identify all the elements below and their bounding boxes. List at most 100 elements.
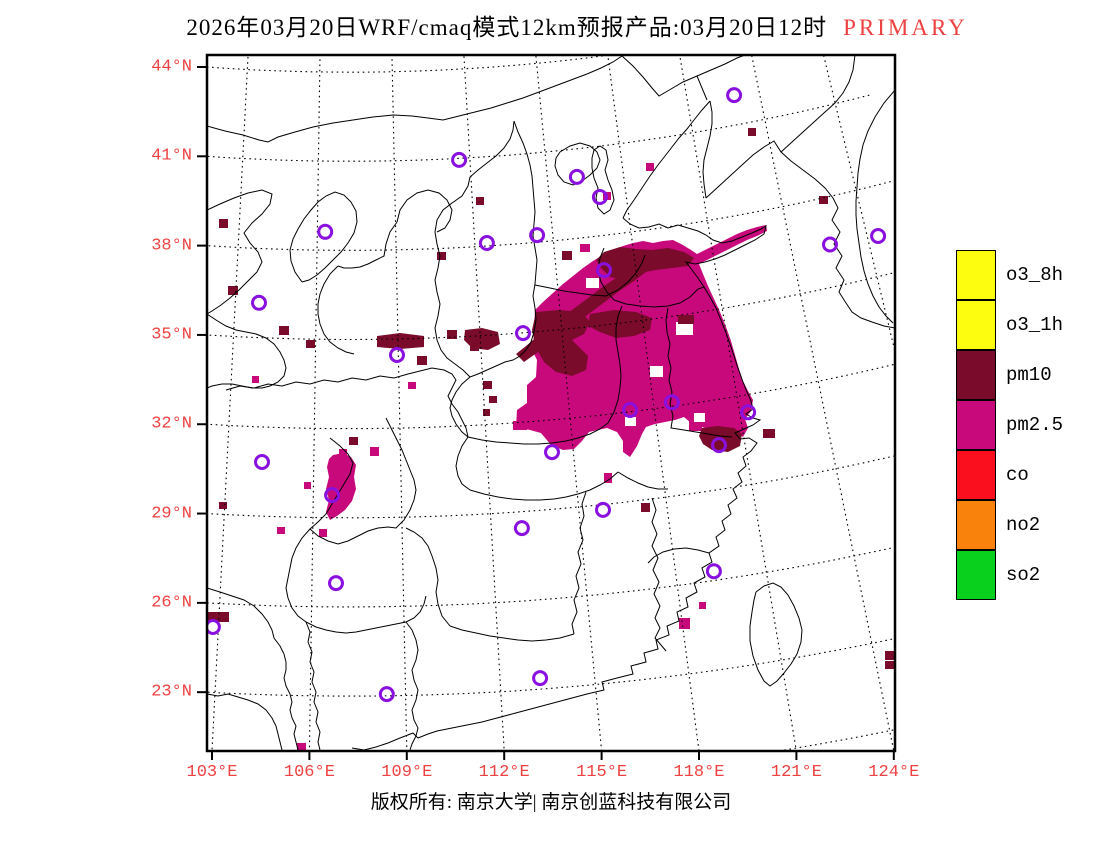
lon-label: 124°E xyxy=(868,763,920,782)
province-boundary xyxy=(607,305,623,424)
province-boundary xyxy=(289,191,358,283)
grid-meridian xyxy=(211,55,249,751)
pm10-cell xyxy=(562,251,572,260)
lat-label: 41°N xyxy=(151,146,192,166)
city-station-ring xyxy=(451,151,468,168)
city-station-ring xyxy=(622,402,638,418)
grid-meridian xyxy=(308,55,321,751)
city-station-ring xyxy=(207,619,221,635)
pm10-patch xyxy=(532,310,590,376)
province-boundary xyxy=(309,417,417,545)
province-boundary xyxy=(665,307,733,438)
province-boundary xyxy=(591,145,615,215)
pm10-cell xyxy=(748,128,756,136)
lat-label: 23°N xyxy=(151,682,192,702)
province-boundary xyxy=(434,176,471,378)
pm25-cell xyxy=(689,421,702,431)
pm10-cell xyxy=(219,502,227,509)
legend-label-o3_1h: o3_1h xyxy=(1006,314,1064,336)
pm10-cell xyxy=(437,252,446,260)
legend-swatch-no2 xyxy=(956,500,996,550)
grid-meridian xyxy=(751,55,895,751)
province-boundary xyxy=(702,100,713,199)
city-station-ring xyxy=(740,404,757,421)
province-boundary xyxy=(449,376,471,438)
pm25-cell xyxy=(408,382,416,389)
grid-meridian xyxy=(463,55,505,751)
grid-meridian xyxy=(535,55,603,751)
pm10-cell xyxy=(885,651,894,660)
grid-parallel xyxy=(207,180,893,251)
province-boundary xyxy=(705,140,895,329)
legend-label-o3_8h: o3_8h xyxy=(1006,264,1064,286)
province-boundary xyxy=(469,120,538,378)
legend-swatch-o3_1h xyxy=(956,300,996,350)
pm10-patch xyxy=(464,328,500,350)
province-boundary xyxy=(534,254,646,297)
city-station-ring xyxy=(254,454,270,470)
province-boundary xyxy=(405,527,451,627)
pm25-cell xyxy=(604,473,612,483)
province-boundary xyxy=(455,436,471,491)
clear-gap xyxy=(676,322,693,335)
city-station-ring xyxy=(595,501,611,518)
grid-parallel xyxy=(207,455,895,519)
pm10-cell xyxy=(489,396,497,403)
clear-gap xyxy=(694,413,705,422)
pm25-cell xyxy=(277,527,285,534)
pm10-cell xyxy=(349,437,358,445)
pm10-cell xyxy=(819,196,828,204)
grid-meridian xyxy=(679,55,797,751)
clear-gap xyxy=(650,366,663,377)
legend-label-so2: so2 xyxy=(1006,564,1041,586)
lon-label: 103°E xyxy=(186,763,238,782)
province-boundary xyxy=(305,621,321,751)
city-station-ring xyxy=(544,444,560,461)
legend-swatch-so2 xyxy=(956,550,996,600)
province-boundary xyxy=(207,189,273,315)
grid-parallel xyxy=(207,546,895,608)
province-boundary xyxy=(351,408,762,751)
province-boundary xyxy=(449,625,575,642)
lat-label: 44°N xyxy=(151,57,192,77)
legend-swatch-pm10 xyxy=(956,350,996,400)
grid-parallel xyxy=(207,94,871,162)
pm25-cell xyxy=(513,421,527,430)
city-station-ring xyxy=(389,347,405,363)
pm25-cell xyxy=(252,376,259,383)
pm10-patch xyxy=(596,247,694,280)
province-boundary xyxy=(696,75,708,101)
copyright-footer: 版权所有: 南京大学| 南京创蓝科技有限公司 xyxy=(370,792,732,813)
pm10-cell xyxy=(483,409,490,416)
pm10-cell xyxy=(885,661,894,669)
province-boundary xyxy=(467,422,609,445)
city-station-ring xyxy=(328,575,344,592)
province-boundary xyxy=(622,100,711,219)
legend-label-co: co xyxy=(1006,464,1029,486)
province-boundary xyxy=(405,621,419,751)
province-boundary xyxy=(621,55,746,97)
grid-meridian xyxy=(391,55,408,751)
pm25-cell xyxy=(297,743,306,751)
lat-label: 29°N xyxy=(151,504,192,524)
city-station-ring xyxy=(711,437,727,454)
map-layers xyxy=(207,55,895,751)
province-boundary xyxy=(617,471,668,490)
province-boundary xyxy=(780,55,856,153)
city-station-ring xyxy=(317,223,334,240)
grid-meridian xyxy=(607,55,700,751)
legend-swatch-pm2.5 xyxy=(956,400,996,450)
province-boundary xyxy=(396,189,453,233)
province-boundary xyxy=(469,471,619,501)
pm25-cell xyxy=(699,602,706,609)
legend-label-pm10: pm10 xyxy=(1006,364,1052,386)
city-station-ring xyxy=(596,262,612,279)
pm10-cell xyxy=(476,197,484,205)
province-boundary xyxy=(749,582,803,687)
city-station-ring xyxy=(515,325,531,342)
city-station-ring xyxy=(324,487,341,504)
pm10-cell xyxy=(306,340,315,348)
province-boundary xyxy=(622,217,767,410)
